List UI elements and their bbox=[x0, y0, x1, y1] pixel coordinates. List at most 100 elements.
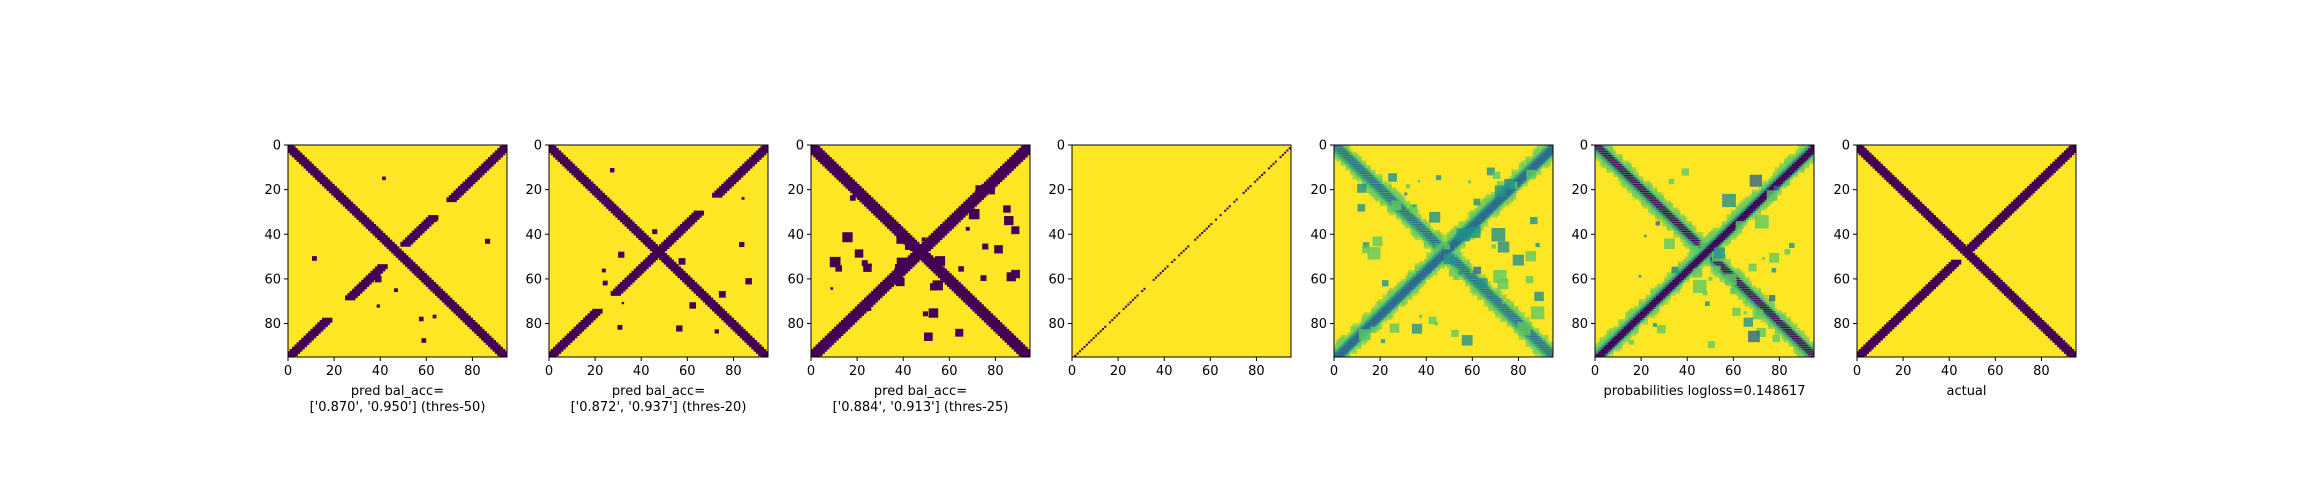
heatmap-cell bbox=[1284, 151, 1287, 154]
x-tick-label: 0 bbox=[545, 364, 553, 379]
heatmap-cell bbox=[602, 280, 608, 286]
x-tick-label: 20 bbox=[1372, 364, 1389, 379]
heatmap-cell bbox=[1380, 339, 1386, 344]
heatmap-cell bbox=[1497, 241, 1510, 253]
heatmap-cell bbox=[1771, 267, 1777, 273]
y-tick-label: 20 bbox=[1833, 183, 1850, 198]
y-tick-label: 20 bbox=[264, 183, 281, 198]
heatmap-cell bbox=[1208, 225, 1211, 228]
x-tick-label: 40 bbox=[1156, 364, 1173, 379]
heatmap-cell bbox=[1157, 274, 1160, 277]
heatmap-cell bbox=[1095, 334, 1098, 337]
heatmap-cell bbox=[1702, 290, 1708, 296]
y-tick-label: 20 bbox=[1048, 183, 1065, 198]
heatmap-cell bbox=[1023, 145, 1030, 149]
heatmap-cell bbox=[1492, 171, 1501, 179]
heatmap-cell bbox=[1122, 307, 1125, 310]
y-tick-label: 0 bbox=[1319, 139, 1327, 154]
heatmap-cell bbox=[1417, 179, 1421, 183]
heatmap-cell bbox=[1713, 247, 1725, 259]
heatmap-cell bbox=[1497, 278, 1509, 290]
heatmap-cell bbox=[1434, 255, 1444, 260]
heatmap-cell bbox=[1411, 277, 1421, 283]
heatmap-cell bbox=[1689, 245, 1699, 255]
heatmap-cell bbox=[1097, 332, 1100, 335]
heatmap-cell bbox=[1504, 178, 1515, 190]
y-tick-label: 60 bbox=[264, 272, 281, 287]
heatmap-cell bbox=[1011, 226, 1020, 235]
heatmap-cell bbox=[849, 195, 856, 201]
heatmap-cell bbox=[1198, 234, 1201, 237]
heatmap-cell bbox=[1092, 336, 1095, 339]
y-tick-label: 0 bbox=[796, 139, 804, 154]
heatmap-cell bbox=[1235, 198, 1238, 201]
panel-caption: ['0.870', '0.950'] (thres-50) bbox=[310, 400, 486, 415]
x-tick-label: 0 bbox=[284, 364, 292, 379]
heatmap-cell bbox=[1704, 301, 1710, 306]
x-tick-label: 0 bbox=[1853, 364, 1861, 379]
panel-caption: actual bbox=[1946, 384, 1986, 399]
heatmap-cell bbox=[1173, 258, 1176, 261]
heatmap-cell bbox=[1772, 334, 1781, 343]
heatmap-cell bbox=[895, 264, 906, 275]
heatmap-cell bbox=[621, 301, 625, 305]
heatmap-cell bbox=[1743, 317, 1753, 327]
x-tick-label: 20 bbox=[849, 364, 866, 379]
panel-2: 0 20 40 60 80 0 20 40 60 80 pred bal_acc=['0.872',… bbox=[525, 139, 769, 415]
heatmap-cell bbox=[1491, 244, 1497, 249]
y-tick-label: 60 bbox=[525, 272, 542, 287]
heatmap-cell bbox=[1023, 355, 1030, 357]
heatmap-cell bbox=[2070, 145, 2076, 149]
y-tick-label: 40 bbox=[264, 228, 281, 243]
y-tick-label: 60 bbox=[1833, 272, 1850, 287]
heatmap-cell bbox=[1652, 323, 1657, 327]
heatmap-cell bbox=[1101, 327, 1105, 330]
heatmap-cell bbox=[1389, 323, 1400, 333]
heatmap-cell bbox=[935, 256, 946, 266]
heatmap-cell bbox=[1166, 265, 1169, 268]
heatmap-cell bbox=[1494, 185, 1507, 197]
heatmap-cell bbox=[1456, 228, 1471, 242]
heatmap-cell bbox=[1473, 198, 1481, 206]
heatmap-cell bbox=[1382, 280, 1389, 287]
heatmap-cell bbox=[501, 145, 507, 149]
x-tick-label: 80 bbox=[1248, 364, 1265, 379]
heatmap-cell bbox=[1249, 185, 1252, 188]
x-tick-label: 20 bbox=[1895, 364, 1912, 379]
heatmap-cell bbox=[1732, 307, 1741, 316]
heatmap-cells bbox=[811, 145, 1030, 357]
heatmap-cell bbox=[1695, 255, 1705, 260]
y-tick-label: 80 bbox=[787, 317, 804, 332]
heatmap-cell bbox=[1113, 316, 1116, 319]
heatmap-cell bbox=[1247, 187, 1250, 190]
heatmap-cell bbox=[924, 332, 933, 341]
heatmap-cell bbox=[1358, 329, 1371, 340]
heatmap-cell bbox=[975, 185, 985, 194]
heatmap-cell bbox=[1104, 325, 1107, 328]
panel-4: 0 20 40 60 80 0 20 40 60 80 bbox=[1048, 139, 1292, 379]
heatmap-cell bbox=[374, 275, 382, 283]
heatmap-cell bbox=[1422, 266, 1432, 272]
heatmap-cell bbox=[1655, 221, 1660, 226]
x-tick-label: 20 bbox=[326, 364, 343, 379]
heatmap-cell bbox=[829, 256, 841, 268]
heatmap-cell bbox=[1762, 257, 1765, 260]
heatmap-cell bbox=[1233, 200, 1236, 203]
heatmap-cell bbox=[1458, 271, 1462, 276]
heatmap-cell bbox=[1448, 268, 1458, 277]
y-tick-label: 80 bbox=[264, 317, 281, 332]
heatmap-cell bbox=[1288, 147, 1291, 150]
heatmap-cell bbox=[1473, 266, 1482, 275]
panel-5: 0 20 40 60 80 0 20 40 60 80 bbox=[1310, 139, 1554, 379]
panel-7: 0 20 40 60 80 0 20 40 60 80 actual bbox=[1833, 139, 2077, 399]
y-tick-label: 40 bbox=[525, 228, 542, 243]
heatmap-cell bbox=[958, 266, 964, 272]
heatmap-cell bbox=[1429, 211, 1441, 223]
heatmap-cell bbox=[1779, 314, 1786, 321]
heatmap-cell bbox=[1715, 265, 1721, 271]
heatmap-cell bbox=[1074, 354, 1077, 357]
heatmap-cell bbox=[1127, 303, 1130, 306]
heatmap-cell bbox=[1111, 319, 1114, 322]
heatmap-cell bbox=[1180, 252, 1183, 255]
